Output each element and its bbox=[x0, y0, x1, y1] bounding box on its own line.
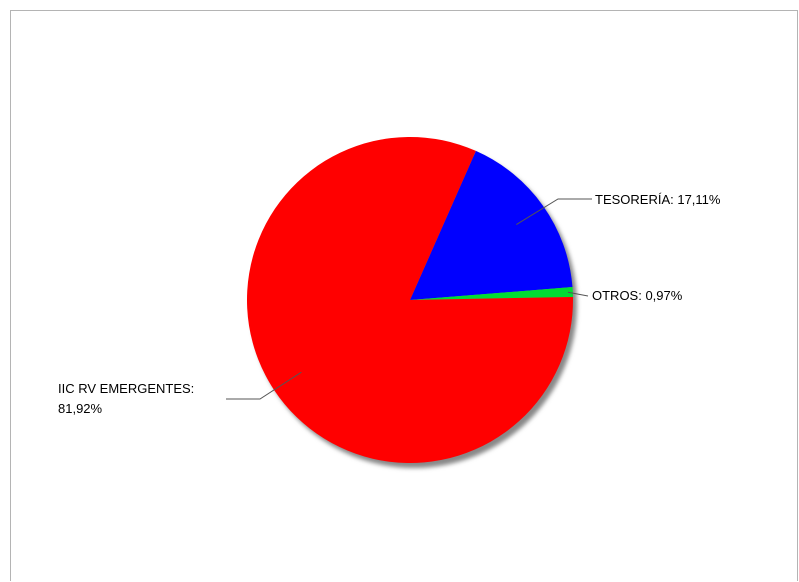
slice-label-tesoreria: TESORERÍA: 17,11% bbox=[595, 192, 721, 207]
slice-iic-rv-emergentes bbox=[246, 136, 573, 463]
leader-line-tesoreria bbox=[516, 198, 592, 225]
leader-line-iic-rv-emergentes bbox=[226, 371, 302, 400]
slice-tesoreria bbox=[410, 150, 573, 300]
slice-label-iic-rv-emergentes-line2: 81,92% bbox=[58, 401, 103, 416]
slice-otros bbox=[410, 287, 573, 300]
leader-line-otros bbox=[567, 291, 589, 297]
slice-label-otros: OTROS: 0,97% bbox=[592, 288, 683, 303]
slice-label-iic-rv-emergentes-line1: IIC RV EMERGENTES: bbox=[58, 381, 194, 396]
